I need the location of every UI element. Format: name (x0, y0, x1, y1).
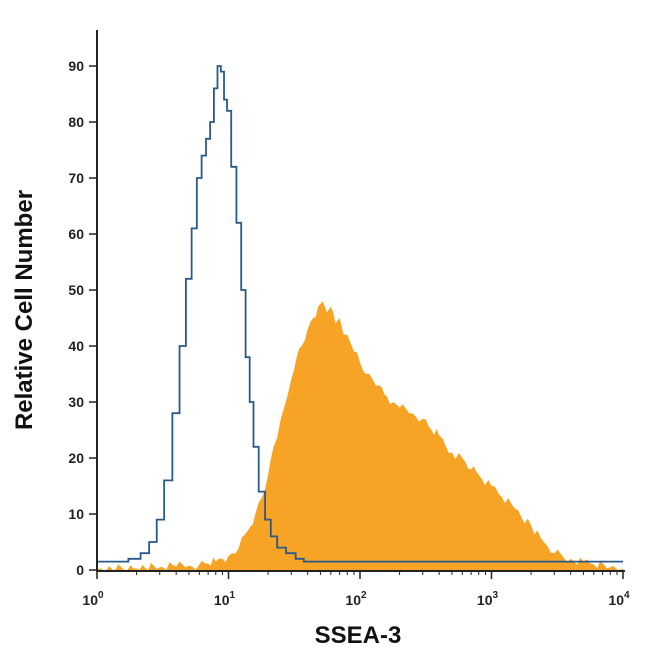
y-tick-label: 80 (68, 114, 84, 130)
series-1-outline (97, 65, 623, 563)
y-tick-label: 20 (68, 450, 84, 466)
y-axis-title: Relative Cell Number (11, 190, 38, 430)
y-tick-label: 90 (68, 58, 84, 74)
y-tick-label: 50 (68, 282, 84, 298)
y-tick-label: 70 (68, 170, 84, 186)
x-tick-label: 100 (82, 590, 104, 608)
y-tick-label: 30 (68, 394, 84, 410)
ticks-layer: 0 10 20 30 40 50 60 70 80 90 100 101 102 103 104 (68, 58, 630, 608)
y-tick-label: 10 (68, 506, 84, 522)
x-tick-label: 104 (608, 590, 630, 608)
x-axis-title: SSEA-3 (315, 622, 402, 649)
y-tick-label: 0 (76, 562, 84, 578)
y-tick-label: 60 (68, 226, 84, 242)
x-tick-label: 101 (214, 590, 236, 608)
y-tick-label: 40 (68, 338, 84, 354)
series-layer (97, 65, 623, 570)
x-tick-label: 102 (345, 590, 367, 608)
x-tick-label: 103 (477, 590, 499, 608)
series-0-fill (97, 301, 623, 570)
